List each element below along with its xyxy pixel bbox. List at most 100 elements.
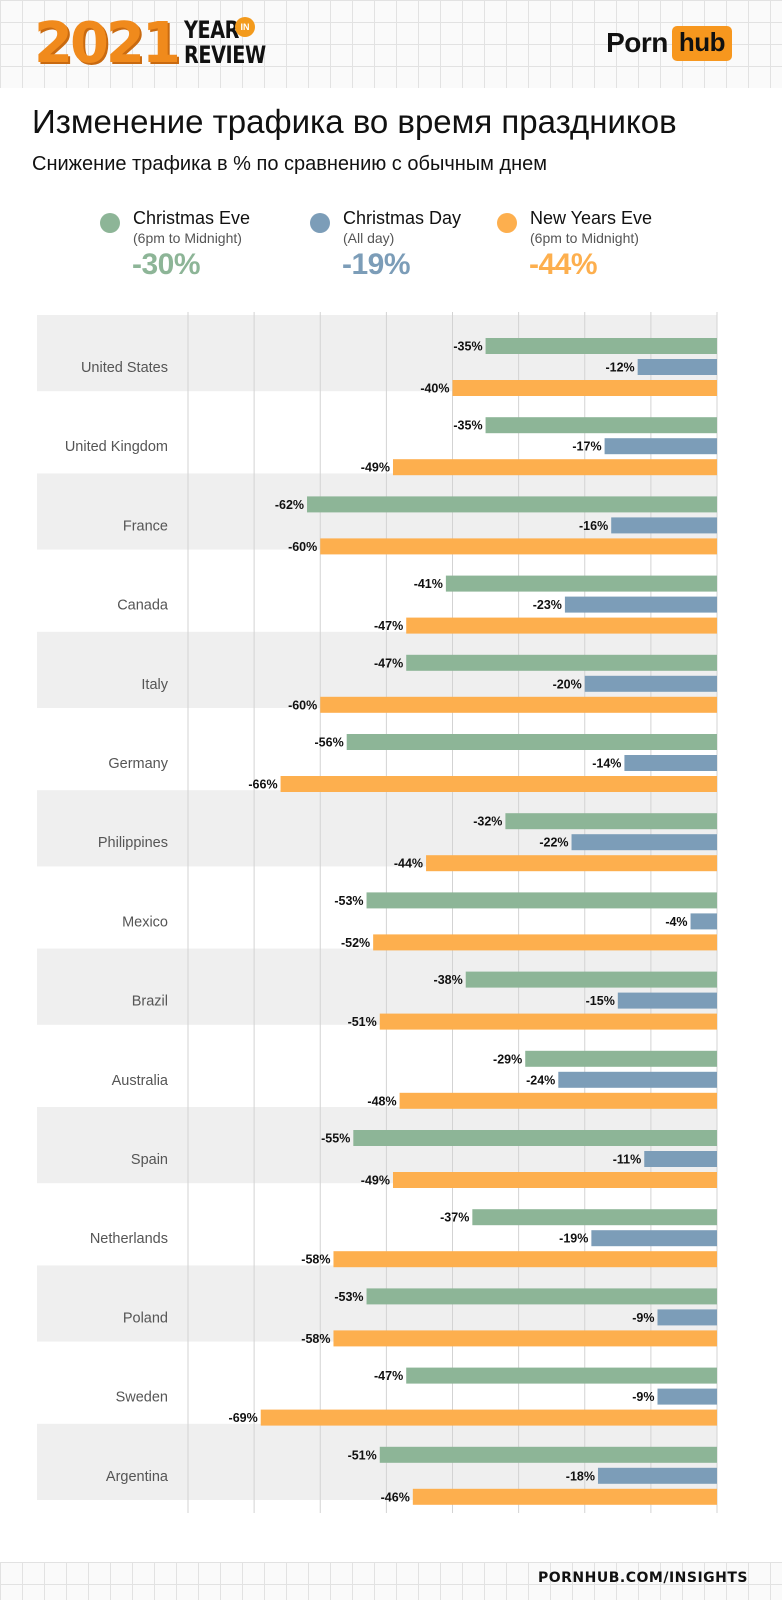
bar (485, 338, 717, 354)
bar (333, 1330, 717, 1347)
category-label: Netherlands (90, 1231, 168, 1247)
bar (690, 913, 717, 930)
data-label: -37% (440, 1211, 469, 1225)
legend-note-christmas-eve: (6pm to Midnight) (133, 230, 242, 246)
data-label: -44% (394, 857, 423, 871)
legend-label-new-years-eve: New Years Eve (530, 208, 653, 228)
data-label: -55% (321, 1132, 350, 1146)
data-label: -46% (381, 1490, 410, 1504)
legend-note-new-years-eve: (6pm to Midnight) (530, 230, 639, 246)
category-label: Argentina (106, 1469, 169, 1485)
data-label: -40% (420, 382, 449, 396)
data-label: -9% (632, 1390, 654, 1404)
bar (617, 992, 717, 1009)
bar (406, 617, 717, 634)
bar (379, 1013, 717, 1030)
in-badge-icon: IN (235, 17, 255, 37)
data-label: -22% (539, 836, 568, 850)
category-label: Poland (123, 1310, 168, 1326)
bar (505, 813, 717, 830)
data-label: -38% (434, 973, 463, 987)
data-label: -60% (288, 540, 317, 554)
data-label: -11% (613, 1153, 642, 1167)
bar (558, 1071, 717, 1088)
bar (406, 654, 717, 671)
data-label: -14% (592, 757, 621, 771)
chart-title: Изменение трафика во время праздников (32, 103, 677, 140)
bar (406, 1367, 717, 1384)
data-label: -51% (348, 1448, 377, 1462)
data-label: -4% (665, 915, 687, 929)
data-label: -19% (559, 1232, 588, 1246)
year-logo: 2021 (34, 11, 181, 76)
legend-label-christmas-day: Christmas Day (343, 208, 462, 228)
data-label: -15% (586, 994, 615, 1008)
bar (604, 438, 717, 455)
bar (373, 934, 717, 951)
bar (392, 459, 717, 476)
category-label: Brazil (132, 994, 168, 1010)
category-label: United Kingdom (65, 439, 168, 455)
category-label: Sweden (116, 1390, 168, 1406)
year-in-review-logo: YEAR REVIEW (184, 18, 266, 68)
data-label: -51% (348, 1015, 377, 1029)
data-label: -60% (288, 698, 317, 712)
bar (657, 1388, 717, 1405)
bar (584, 675, 717, 692)
data-label: -52% (341, 936, 370, 950)
brand-logo: Porn hub (606, 24, 732, 62)
bar (485, 417, 717, 434)
data-label: -9% (632, 1311, 654, 1325)
footer-url: PORNHUB.COM/INSIGHTS (537, 1570, 748, 1586)
category-label: France (123, 518, 168, 534)
category-label: Canada (117, 598, 169, 614)
bar (591, 1230, 717, 1247)
bar (624, 755, 717, 771)
bar (525, 1050, 717, 1067)
bar (366, 1288, 717, 1305)
data-label: -47% (374, 1369, 403, 1383)
data-label: -35% (453, 340, 482, 354)
bar (346, 734, 717, 750)
data-label: -69% (229, 1411, 258, 1425)
brand-logo-part1: Porn (606, 27, 668, 58)
data-label: -23% (533, 598, 562, 612)
data-label: -32% (473, 815, 502, 829)
data-label: -56% (315, 736, 344, 750)
legend-average-christmas-day: -19% (342, 248, 411, 281)
category-label: Spain (131, 1152, 168, 1168)
data-label: -53% (334, 1290, 363, 1304)
category-label: Australia (112, 1073, 169, 1089)
bar (379, 1446, 717, 1463)
data-label: -62% (275, 498, 304, 512)
bar (353, 1130, 717, 1146)
category-label: Germany (108, 756, 168, 772)
data-label: -58% (301, 1332, 330, 1346)
legend-label-christmas-eve: Christmas Eve (133, 208, 251, 228)
chart-subtitle: Снижение трафика в % по сравнению с обыч… (32, 153, 548, 175)
data-label: -66% (248, 778, 277, 792)
bar (333, 1251, 717, 1268)
legend-dot-new-years-eve (497, 213, 517, 233)
footer-grid-background (0, 1562, 782, 1600)
brand-logo-part2: hub (671, 25, 732, 61)
year-in-review-line2: REVIEW (184, 41, 266, 69)
bar (307, 496, 717, 513)
legend-dot-christmas-day (310, 213, 330, 233)
bar (366, 892, 717, 909)
category-label: United States (81, 360, 168, 376)
category-label: Mexico (122, 914, 168, 930)
bar (320, 538, 717, 555)
data-label: -16% (579, 519, 608, 533)
bar (657, 1309, 717, 1326)
bar (564, 596, 717, 613)
header-grid-background (0, 0, 782, 88)
bar (644, 1151, 717, 1167)
data-label: -47% (374, 619, 403, 633)
year-in-review-line1: YEAR (184, 16, 240, 44)
legend-average-christmas-eve: -30% (132, 248, 201, 281)
bar-chart: United States -35% -12% -40% United Kingdom -… (37, 312, 718, 1513)
legend-dot-christmas-eve (100, 213, 120, 233)
bar (597, 1467, 717, 1484)
data-label: -53% (334, 894, 363, 908)
